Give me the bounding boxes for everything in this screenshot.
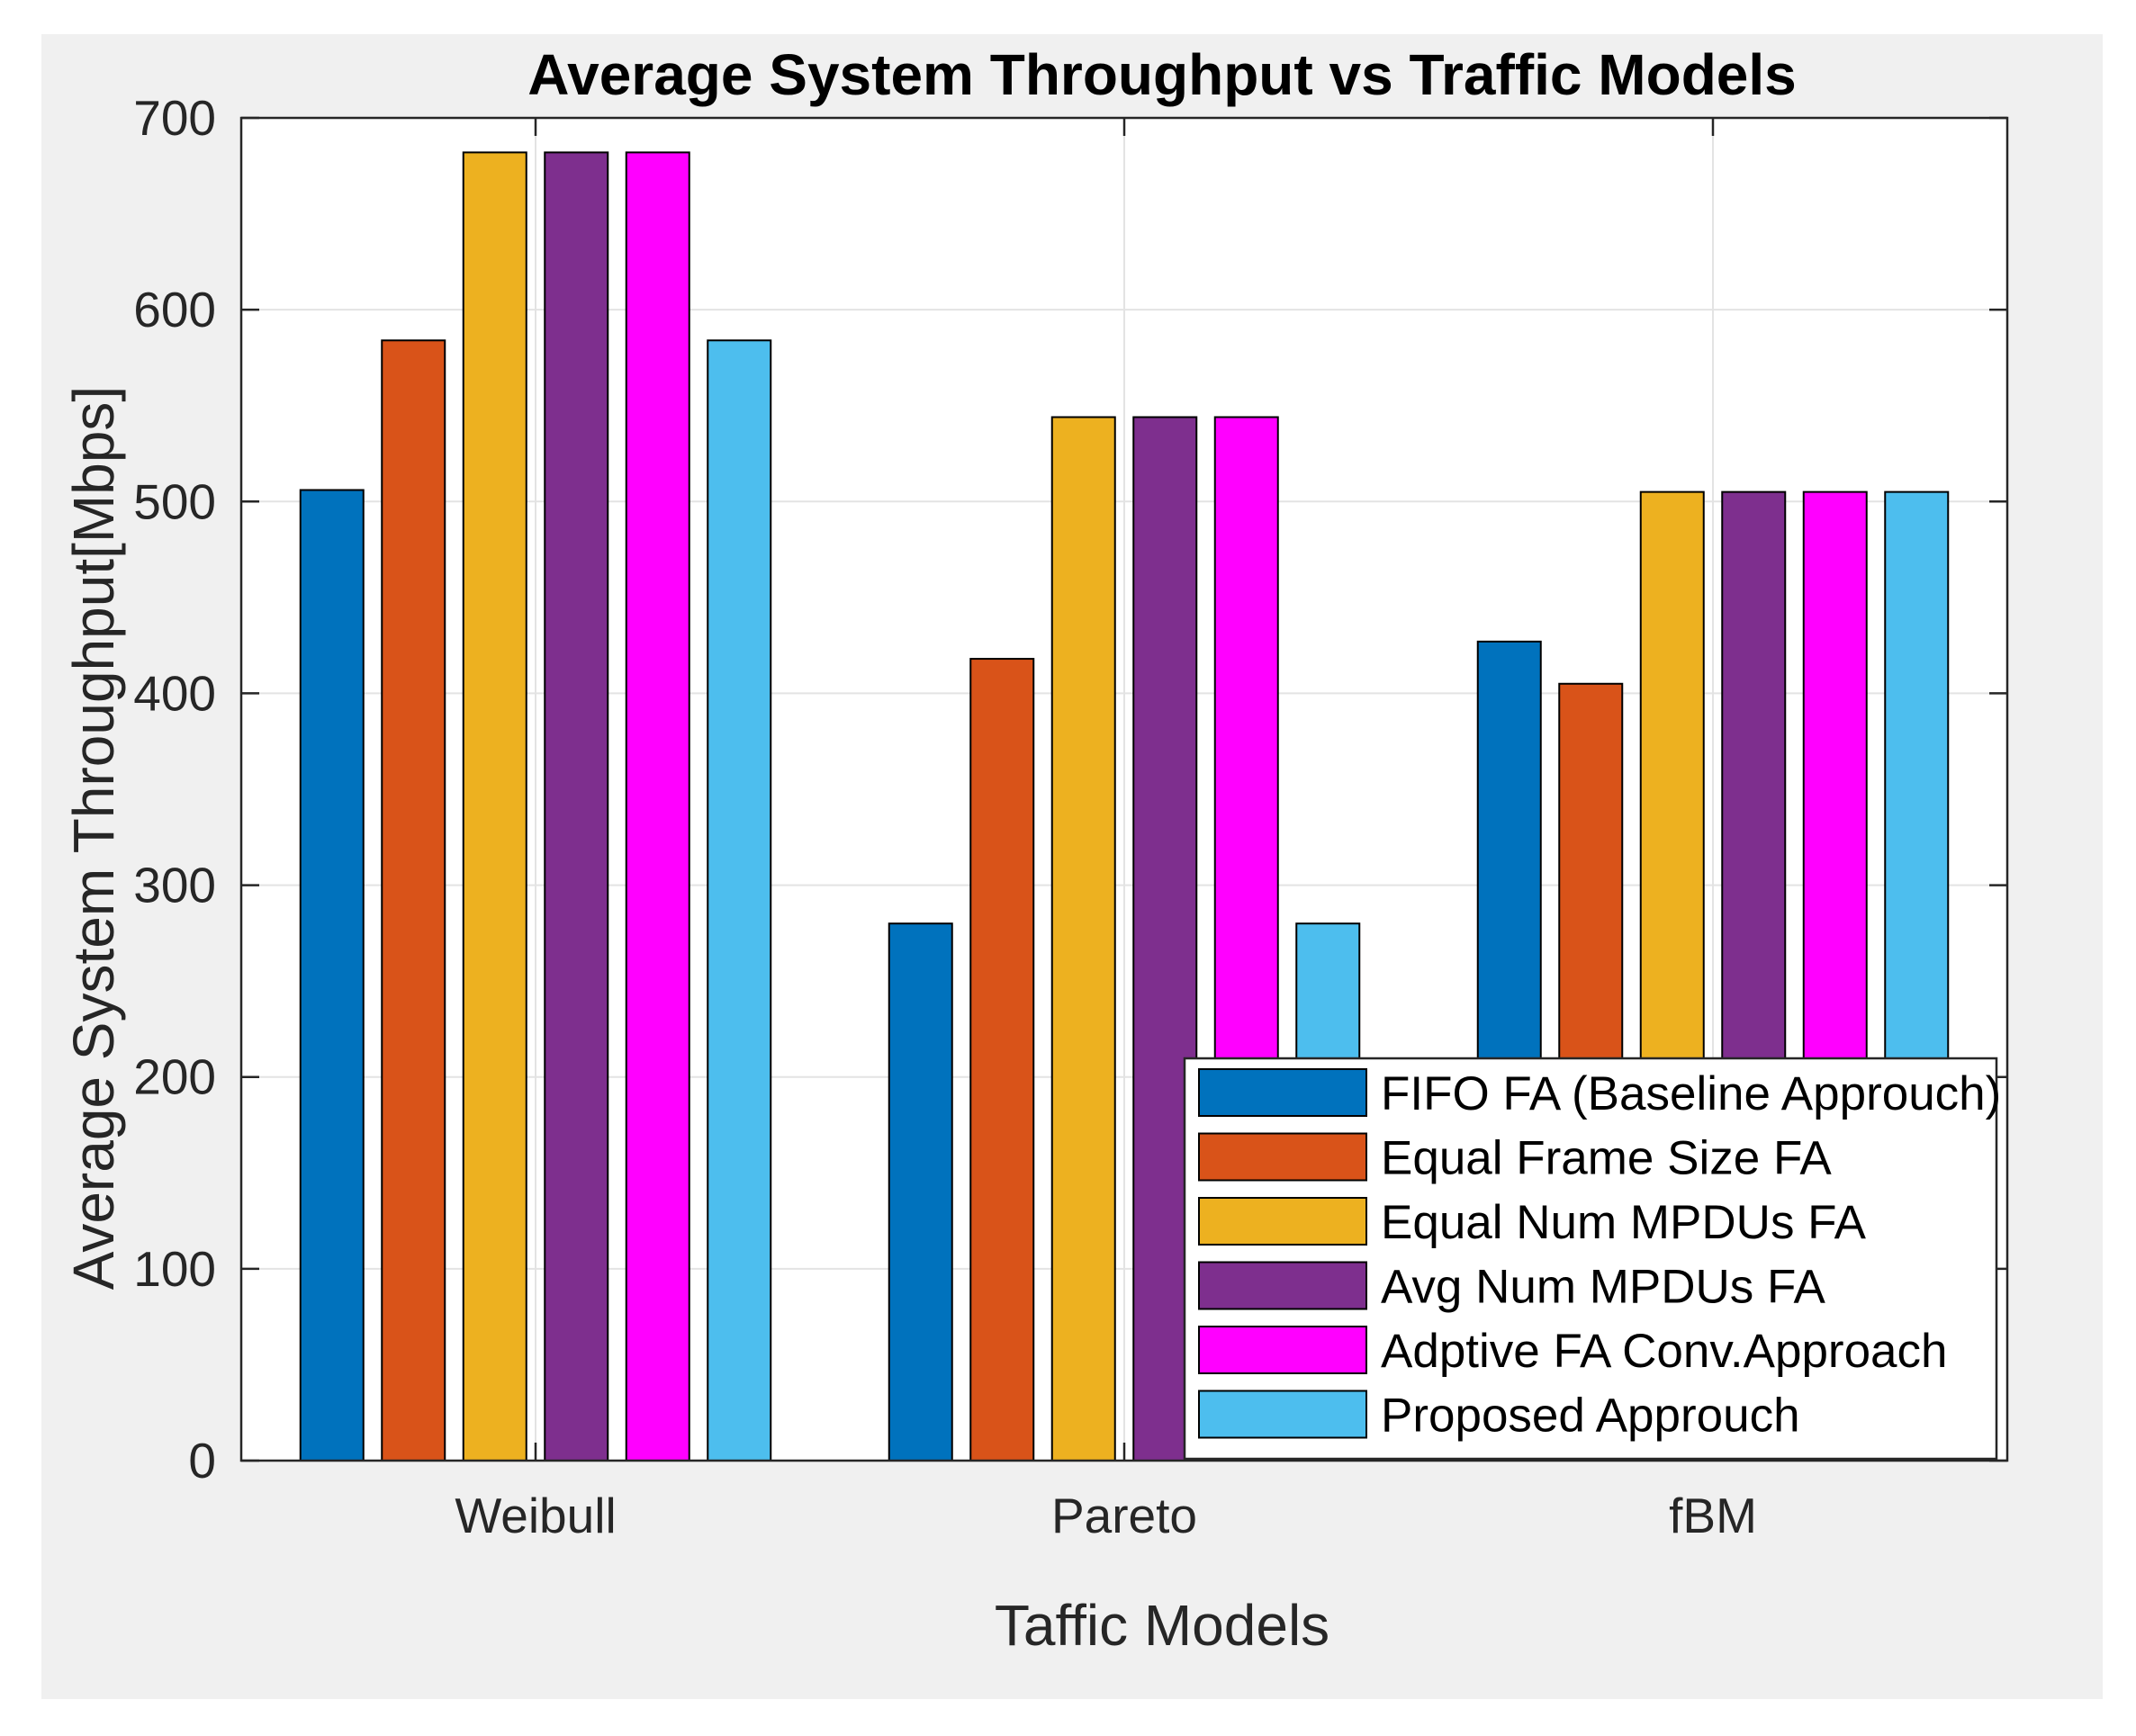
legend-label: Equal Frame Size FA xyxy=(1381,1132,1832,1185)
bar xyxy=(299,489,365,1462)
legend-label: FIFO FA (Baseline Approuch) xyxy=(1381,1067,2001,1120)
x-axis-label: Taffic Models xyxy=(995,1593,1329,1658)
legend-swatch xyxy=(1198,1197,1367,1246)
y-tick-label: 500 xyxy=(133,473,216,529)
y-tick-label: 700 xyxy=(133,90,216,146)
legend-swatch xyxy=(1198,1390,1367,1439)
bar xyxy=(969,658,1035,1462)
x-tick-label: Weibull xyxy=(455,1488,616,1543)
legend-swatch xyxy=(1198,1068,1367,1117)
bar xyxy=(707,339,772,1462)
legend-swatch xyxy=(1198,1326,1367,1374)
legend-label: Proposed Approuch xyxy=(1381,1390,1800,1443)
x-tick-label: fBM xyxy=(1669,1488,1757,1543)
x-tick-label: Pareto xyxy=(1051,1488,1197,1543)
y-tick-label: 600 xyxy=(133,282,216,337)
chart-figure: Average System Throughput vs Traffic Mod… xyxy=(41,34,2103,1699)
legend-label: Equal Num MPDUs FA xyxy=(1381,1196,1867,1249)
y-tick-label: 200 xyxy=(133,1049,216,1105)
bar xyxy=(544,151,609,1462)
bar xyxy=(462,151,527,1462)
y-tick-label: 300 xyxy=(133,858,216,913)
legend-swatch xyxy=(1198,1132,1367,1182)
legend-label: Avg Num MPDUs FA xyxy=(1381,1261,1825,1314)
legend-label: Adptive FA Conv.Approach xyxy=(1381,1325,1948,1378)
y-tick-label: 0 xyxy=(188,1433,216,1489)
y-tick-label: 100 xyxy=(133,1241,216,1297)
legend-swatch xyxy=(1198,1261,1367,1310)
bar-chart: Average System Throughput vs Traffic Mod… xyxy=(61,42,2009,1658)
bar xyxy=(1050,416,1116,1462)
y-tick-label: 400 xyxy=(133,665,216,721)
bar xyxy=(625,151,690,1462)
chart-title: Average System Throughput vs Traffic Mod… xyxy=(527,42,1797,107)
bar xyxy=(888,922,953,1462)
bar xyxy=(381,339,446,1462)
y-axis-label: Average System Throughput[Mbps] xyxy=(61,386,126,1290)
